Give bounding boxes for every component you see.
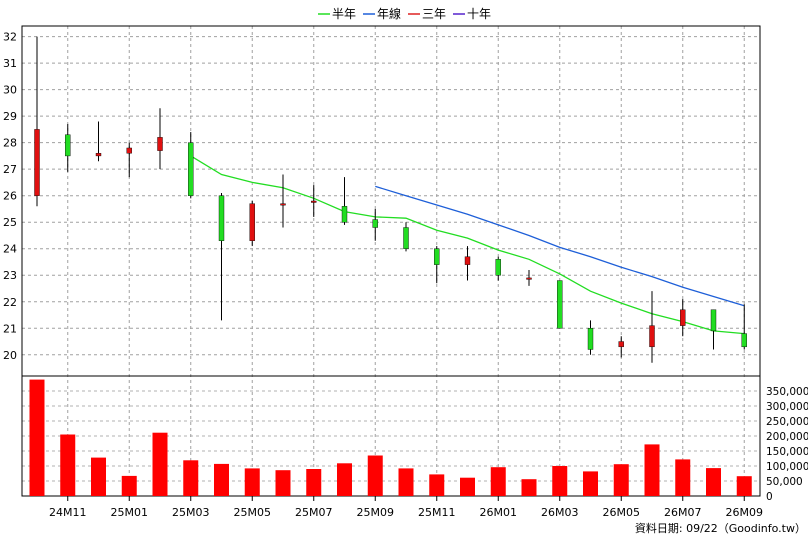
candle-body (188, 142, 194, 196)
candle-body (218, 195, 225, 241)
candle-body (680, 309, 686, 326)
volume-bar (214, 463, 229, 496)
candle-body (741, 333, 747, 348)
candle-body (587, 328, 594, 350)
price-tick-label: 26 (3, 190, 17, 203)
candle-body (526, 277, 532, 280)
volume-bar (275, 470, 291, 496)
candle-body (34, 129, 40, 196)
candle-body (157, 137, 163, 151)
candle-body (311, 200, 317, 203)
candle-body (95, 153, 102, 157)
candle-body (372, 219, 378, 228)
volume-bar (583, 471, 598, 496)
candle-body (495, 259, 501, 276)
price-tick-label: 21 (3, 322, 17, 335)
volume-bar (244, 468, 260, 496)
price-tick-label: 20 (3, 349, 17, 362)
x-tick-label: 26M05 (603, 506, 641, 519)
x-tick-label: 26M03 (541, 506, 579, 519)
volume-bar (613, 464, 629, 496)
candle-body (464, 256, 471, 265)
volume-tick-label: 300,000 (766, 401, 808, 413)
x-tick-label: 24M11 (49, 506, 87, 519)
candle-body (65, 134, 71, 157)
volume-tick-label: 350,000 (766, 386, 808, 398)
candle-body (403, 227, 409, 249)
volume-bar (337, 463, 352, 496)
x-tick-label: 26M01 (480, 506, 518, 519)
candle-body (710, 309, 717, 332)
volume-tick-label: 250,000 (766, 416, 808, 428)
legend-label: 十年 (467, 7, 491, 21)
price-tick-label: 30 (3, 84, 17, 97)
volume-bar (706, 468, 721, 496)
price-tick-label: 27 (3, 163, 17, 176)
volume-bar (644, 444, 660, 496)
legend-label: 半年 (332, 7, 356, 21)
volume-bar (398, 468, 414, 496)
price-tick-label: 24 (3, 243, 17, 256)
volume-bar (460, 477, 475, 496)
x-tick-label: 25M01 (111, 506, 149, 519)
x-tick-label: 26M09 (726, 506, 764, 519)
candle-body (341, 206, 348, 223)
price-tick-label: 32 (3, 31, 17, 44)
x-tick-label: 25M03 (172, 506, 210, 519)
volume-tick-label: 0 (766, 491, 773, 503)
price-tick-label: 28 (3, 137, 17, 150)
price-tick-label: 25 (3, 216, 17, 229)
ma-year-line (375, 185, 745, 307)
volume-bar (552, 466, 568, 496)
price-tick-label: 22 (3, 296, 17, 309)
x-tick-label: 25M11 (418, 506, 456, 519)
volume-tick-label: 150,000 (766, 446, 808, 458)
x-tick-label: 25M09 (357, 506, 395, 519)
volume-tick-label: 100,000 (766, 461, 808, 473)
plot-frame (21, 25, 761, 497)
candle-body (434, 248, 440, 265)
volume-bar (736, 476, 752, 496)
volume-bar (367, 455, 383, 496)
price-tick-label: 29 (3, 110, 17, 123)
x-tick-label: 25M05 (234, 506, 272, 519)
candle-body (649, 325, 655, 348)
data-date-footer: 資料日期: 09/22（Goodinfo.tw） (635, 521, 806, 535)
legend-label: 年線 (377, 6, 401, 21)
price-tick-label: 31 (3, 57, 17, 70)
volume-bar (152, 432, 168, 496)
candle-body (618, 341, 624, 348)
price-tick-label: 23 (3, 269, 17, 282)
candle-body (126, 147, 132, 154)
ma-half-year-line (190, 155, 745, 335)
volume-bar (183, 460, 199, 496)
volume-tick-label: 50,000 (766, 476, 803, 488)
legend-label: 三年 (422, 7, 446, 21)
candle-body (557, 280, 563, 329)
volume-bar (675, 459, 691, 496)
x-tick-label: 25M07 (295, 506, 333, 519)
volume-bar (490, 467, 506, 496)
volume-bar (306, 469, 322, 496)
volume-bar (521, 479, 537, 496)
volume-tick-label: 200,000 (766, 431, 808, 443)
volume-bar (429, 474, 445, 496)
volume-bar (91, 457, 106, 496)
volume-bar (121, 475, 137, 496)
volume-bar (60, 434, 76, 496)
candle-body (249, 203, 255, 241)
volume-bar (29, 379, 45, 496)
candle-body (280, 203, 286, 206)
x-tick-label: 26M07 (664, 506, 702, 519)
